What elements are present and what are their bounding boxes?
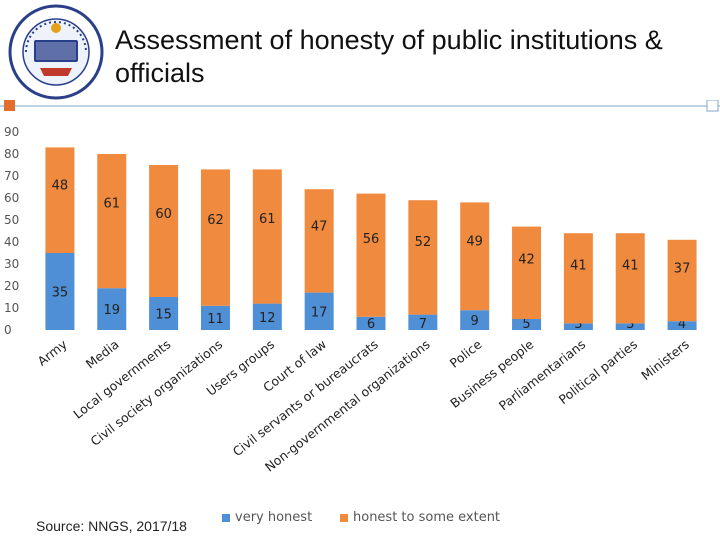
bar-honest-to-some-extent-business-people (512, 226, 542, 319)
data-label-honest-to-some-extent-business-people: 42 (518, 253, 535, 268)
data-label-very-honest-users-groups: 12 (259, 311, 276, 326)
legend-swatch-honest-some-extent (340, 513, 348, 522)
y-tick-label: 30 (4, 257, 19, 271)
bar-very-honest-political-parties (615, 323, 645, 330)
data-label-very-honest-local-governments: 15 (155, 308, 172, 323)
bar-honest-to-some-extent-court-of-law (304, 189, 334, 293)
data-label-honest-to-some-extent-local-governments: 60 (155, 207, 172, 222)
bar-honest-to-some-extent-army (45, 147, 75, 253)
bar-very-honest-users-groups (252, 303, 282, 330)
title-divider (0, 100, 720, 112)
bar-very-honest-army (45, 253, 75, 330)
legend-very-honest: very honest (222, 510, 312, 525)
x-tick-label-army: Army (34, 336, 70, 369)
data-label-honest-to-some-extent-police: 49 (466, 235, 483, 250)
bar-honest-to-some-extent-police (460, 202, 490, 311)
data-label-very-honest-court-of-law: 17 (311, 305, 328, 320)
bar-very-honest-civil-servants-or-bureaucrats (356, 316, 386, 330)
y-tick-label: 10 (4, 301, 19, 315)
bar-honest-to-some-extent-local-governments (149, 165, 179, 297)
x-tick-label-parliamentarians: Parliamentarians (496, 337, 588, 414)
y-tick-label: 0 (4, 323, 12, 337)
bar-honest-to-some-extent-civil-servants-or-bureaucrats (356, 193, 386, 317)
y-tick-label: 80 (4, 147, 19, 161)
legend-swatch-very-honest (222, 513, 230, 522)
bar-honest-to-some-extent-media (97, 154, 127, 289)
bar-very-honest-business-people (512, 319, 542, 330)
data-label-honest-to-some-extent-media: 61 (103, 197, 120, 212)
data-label-honest-to-some-extent-users-groups: 61 (259, 212, 276, 227)
bar-very-honest-civil-society-organizations (200, 305, 230, 330)
bar-very-honest-local-governments (149, 297, 179, 330)
data-label-very-honest-civil-society-organizations: 11 (207, 312, 224, 327)
bar-honest-to-some-extent-non-governmental-organizations (408, 200, 438, 315)
data-label-honest-to-some-extent-civil-society-organizations: 62 (207, 213, 224, 228)
bar-very-honest-ministers (667, 321, 697, 330)
data-label-honest-to-some-extent-civil-servants-or-bureaucrats: 56 (363, 232, 380, 247)
data-label-honest-to-some-extent-political-parties: 41 (622, 258, 639, 273)
legend-honest-some-extent: honest to some extent (340, 510, 500, 525)
bar-very-honest-parliamentarians (563, 323, 593, 330)
bar-honest-to-some-extent-ministers (667, 239, 697, 322)
bar-honest-to-some-extent-political-parties (615, 233, 645, 324)
legend-label-honest-some-extent: honest to some extent (353, 510, 501, 525)
data-label-very-honest-police: 9 (471, 314, 479, 329)
bar-very-honest-non-governmental-organizations (408, 314, 438, 330)
data-label-very-honest-media: 19 (103, 303, 120, 318)
bar-honest-to-some-extent-parliamentarians (563, 233, 593, 324)
data-label-very-honest-non-governmental-organizations: 7 (419, 317, 427, 332)
data-label-very-honest-business-people: 5 (522, 317, 530, 332)
data-label-very-honest-civil-servants-or-bureaucrats: 6 (367, 317, 375, 332)
data-label-honest-to-some-extent-ministers: 37 (674, 261, 691, 276)
data-label-honest-to-some-extent-court-of-law: 47 (311, 220, 328, 235)
data-label-very-honest-political-parties: 3 (626, 317, 634, 332)
legend-label-very-honest: very honest (235, 510, 313, 525)
stacked-bar-chart: 01020304050607080903548Army1961Media1560… (4, 125, 697, 475)
y-tick-label: 90 (4, 125, 19, 139)
data-label-honest-to-some-extent-non-governmental-organizations: 52 (415, 235, 432, 250)
source-note: Source: NNGS, 2017/18 (36, 518, 187, 534)
institution-logo (8, 4, 104, 100)
bar-very-honest-media (97, 288, 127, 330)
data-label-honest-to-some-extent-parliamentarians: 41 (570, 258, 587, 273)
bar-very-honest-police (460, 310, 490, 330)
bar-honest-to-some-extent-civil-society-organizations (200, 169, 230, 306)
y-tick-label: 20 (4, 279, 19, 293)
data-label-very-honest-ministers: 4 (678, 317, 686, 332)
y-tick-label: 60 (4, 191, 19, 205)
data-label-honest-to-some-extent-army: 48 (52, 179, 69, 194)
data-label-very-honest-parliamentarians: 3 (574, 317, 582, 332)
x-tick-label-media: Media (83, 337, 122, 372)
bar-honest-to-some-extent-users-groups (252, 169, 282, 304)
y-tick-label: 50 (4, 213, 19, 227)
x-tick-label-police: Police (447, 336, 485, 370)
y-tick-label: 40 (4, 235, 19, 249)
y-tick-label: 70 (4, 169, 19, 183)
bar-very-honest-court-of-law (304, 292, 334, 330)
page-title: Assessment of honesty of public institut… (115, 25, 663, 88)
data-label-very-honest-army: 35 (52, 286, 69, 301)
x-tick-label-ministers: Ministers (638, 337, 692, 384)
